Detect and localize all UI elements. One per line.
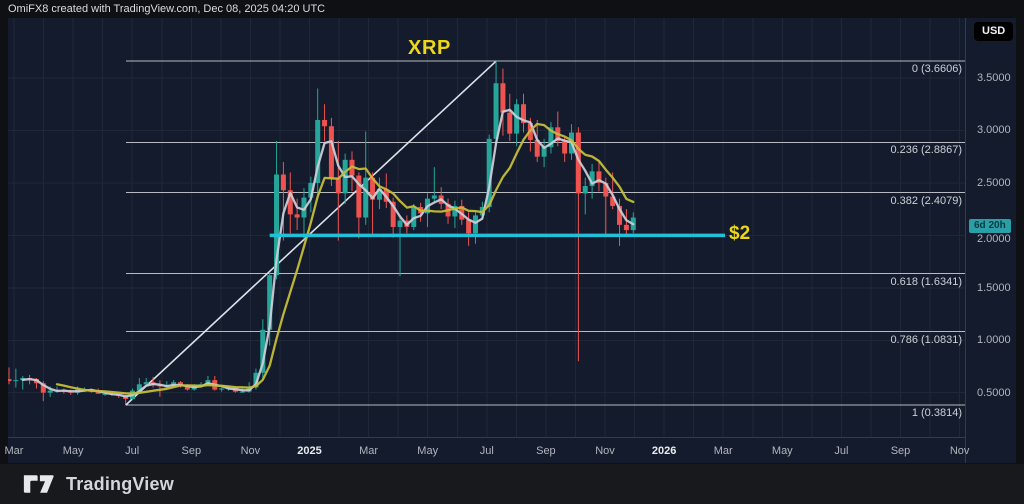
attribution-text: OmiFX8 created with TradingView.com, Dec… xyxy=(8,3,326,15)
time-axis[interactable]: Mar May Jul Sep Nov 2025 Mar May Jul Sep Nov 2026 Ma… xyxy=(4,437,969,463)
tradingview-wordmark: TradingView xyxy=(66,473,174,494)
time-tick-label: Nov xyxy=(949,445,970,457)
attribution-bar: OmiFX8 created with TradingView.com, Dec… xyxy=(0,0,1024,18)
bar-countdown-badge: 6d 20h xyxy=(969,219,1011,234)
price-tick-label: 1.0000 xyxy=(977,334,1011,347)
price-chart-canvas[interactable] xyxy=(8,18,965,437)
chart-panel[interactable]: XRP $2 0 (3.6606) 0.236 (2.8867) 0.382 (2.… xyxy=(4,18,1016,463)
fib-level-label: 0.618 (1.6341) xyxy=(890,275,962,288)
time-tick-label: May xyxy=(417,445,439,457)
fib-level-label: 0 (3.6606) xyxy=(911,63,962,76)
time-tick-label: 2025 xyxy=(297,445,322,457)
trendline-drawing[interactable] xyxy=(125,60,497,406)
time-tick-label: Sep xyxy=(181,445,202,457)
gridlines xyxy=(8,18,965,437)
tradingview-logo-icon xyxy=(23,475,54,493)
fib-level-label: 0.786 (1.0831) xyxy=(890,333,962,346)
time-tick-label: Sep xyxy=(536,445,556,457)
ma-line-fast xyxy=(21,108,635,398)
time-tick-label: Jul xyxy=(125,445,140,457)
time-tick-label: Mar xyxy=(4,445,24,457)
ma-line-slow xyxy=(55,122,635,395)
symbol-watermark: XRP xyxy=(408,37,451,59)
time-tick-label: Nov xyxy=(595,445,615,457)
price-tick-label: 0.5000 xyxy=(977,386,1011,399)
time-tick-label: Mar xyxy=(359,445,379,457)
time-tick-label: Sep xyxy=(890,445,911,457)
price-tick-label: 2.0000 xyxy=(977,233,1011,246)
time-tick-label: May xyxy=(771,445,793,457)
price-tick-label: 2.5000 xyxy=(977,176,1011,189)
price-tick-label: 3.0000 xyxy=(977,124,1011,137)
time-tick-label: 2026 xyxy=(651,445,677,457)
time-tick-label: Nov xyxy=(240,445,261,457)
price-tick-label: 3.5000 xyxy=(977,72,1011,84)
price-axis[interactable]: USD 6d 20h 3.5000 3.0000 2.5000 2.0000 1.500… xyxy=(965,18,1016,463)
fib-level-label: 0.382 (2.4079) xyxy=(890,194,962,207)
fib-retracement-lines[interactable] xyxy=(126,60,965,406)
fib-level-label: 1 (0.3814) xyxy=(911,407,962,420)
time-tick-label: Mar xyxy=(713,445,733,457)
footer-bar: TradingView xyxy=(0,464,1024,504)
time-tick-label: Jul xyxy=(479,445,494,457)
time-tick-label: Jul xyxy=(834,445,849,457)
fib-level-label: 0.236 (2.8867) xyxy=(890,144,962,157)
tradingview-brand-link[interactable]: TradingView xyxy=(22,473,174,495)
price-tick-label: 1.5000 xyxy=(977,281,1011,294)
time-tick-label: May xyxy=(62,445,84,457)
currency-toggle-button[interactable]: USD xyxy=(974,22,1014,41)
price-line-label: $2 xyxy=(729,223,751,244)
